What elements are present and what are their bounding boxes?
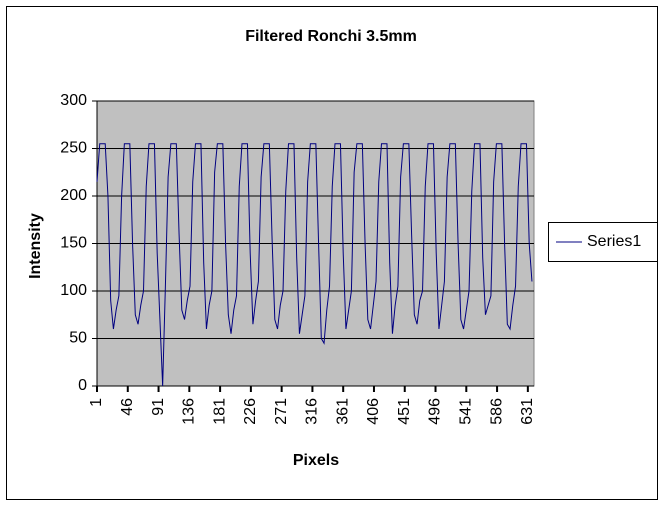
y-axis-label: Intensity bbox=[27, 213, 44, 279]
x-tick-label: 226 bbox=[242, 398, 259, 425]
y-tick-label: 50 bbox=[69, 330, 87, 347]
x-tick-label: 316 bbox=[304, 398, 321, 425]
y-tick-label: 100 bbox=[60, 282, 87, 299]
x-tick-label: 181 bbox=[211, 398, 228, 425]
data-line bbox=[96, 143, 533, 387]
x-tick-label: 631 bbox=[519, 398, 536, 425]
y-tick-label: 0 bbox=[78, 377, 87, 394]
x-tick-label: 586 bbox=[488, 398, 505, 425]
x-tick-label: 1 bbox=[88, 398, 105, 407]
y-tick-label: 200 bbox=[60, 187, 87, 204]
x-tick-label: 451 bbox=[396, 398, 413, 425]
x-tick-label: 406 bbox=[365, 398, 382, 425]
y-tick-label: 150 bbox=[60, 235, 87, 252]
x-tick-label: 46 bbox=[119, 398, 136, 416]
chart-title: Filtered Ronchi 3.5mm bbox=[245, 28, 417, 45]
x-tick-label: 361 bbox=[334, 398, 351, 425]
x-tick-label: 136 bbox=[181, 398, 198, 425]
x-tick-label: 496 bbox=[427, 398, 444, 425]
x-tick-label: 271 bbox=[273, 398, 290, 425]
y-tick-label: 250 bbox=[60, 140, 87, 157]
x-tick-label: 91 bbox=[150, 398, 167, 416]
y-tick-label: 300 bbox=[60, 92, 87, 109]
x-axis-label: Pixels bbox=[293, 452, 339, 469]
x-tick-label: 541 bbox=[458, 398, 475, 425]
legend-label: Series1 bbox=[587, 233, 641, 250]
